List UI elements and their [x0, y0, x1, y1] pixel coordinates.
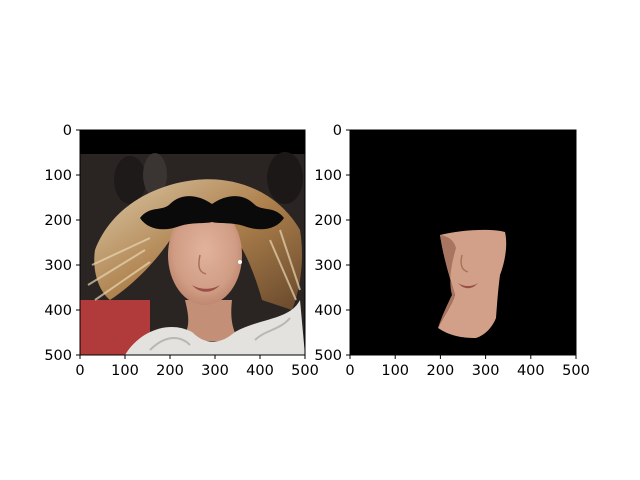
- segmented-nose: [460, 254, 469, 273]
- right-y-tick-label: 100: [314, 168, 342, 184]
- dress: [125, 300, 305, 355]
- left-x-tick-label: 300: [201, 363, 229, 379]
- left-y-tick-label: 200: [44, 213, 72, 229]
- left-x-tick-label: 400: [246, 363, 274, 379]
- right-y-tick-label: 500: [314, 348, 342, 364]
- earring: [238, 260, 242, 264]
- segmented-face: [438, 229, 507, 338]
- left-image: [80, 130, 305, 355]
- right-subplot: 0 100 200 300 400 500 0 100 200 300 400 500: [314, 123, 590, 379]
- right-y-tick-label: 300: [314, 258, 342, 274]
- right-axes-frame: [349, 129, 577, 356]
- segmented-lips: [458, 283, 478, 289]
- right-x-tick-label: 200: [427, 363, 455, 379]
- right-image: [350, 130, 576, 355]
- left-x-tick-label: 0: [75, 363, 84, 379]
- left-axes-frame: [79, 129, 306, 356]
- left-y-tick-label: 500: [44, 348, 72, 364]
- background-figure: [114, 156, 146, 204]
- nose: [198, 254, 207, 275]
- right-x-tick-label: 0: [345, 363, 354, 379]
- mustache: [140, 196, 284, 230]
- right-x-tick-label: 300: [472, 363, 500, 379]
- left-x-tick-label: 200: [156, 363, 184, 379]
- face: [168, 205, 242, 305]
- hair-strands: [87, 229, 301, 301]
- right-y-tick-label: 200: [314, 213, 342, 229]
- right-y-tick-label: 400: [314, 303, 342, 319]
- left-subplot: 0 100 200 300 400 500 0 100 200 300 400 500: [44, 123, 319, 379]
- left-x-axis: 0 100 200 300 400 500: [75, 355, 319, 379]
- right-y-axis: 0 100 200 300 400 500: [314, 123, 350, 364]
- right-x-axis: 0 100 200 300 400 500: [345, 355, 590, 379]
- left-y-tick-label: 0: [63, 123, 72, 139]
- dress-folds: [149, 317, 291, 351]
- segmented-face-shadow: [438, 235, 456, 328]
- background-figure: [143, 153, 167, 197]
- left-y-axis: 0 100 200 300 400 500: [44, 123, 80, 364]
- left-y-tick-label: 400: [44, 303, 72, 319]
- right-x-tick-label: 400: [517, 363, 545, 379]
- right-x-tick-label: 500: [562, 363, 590, 379]
- background-figure: [267, 152, 303, 204]
- lips: [192, 285, 220, 292]
- left-x-tick-label: 100: [111, 363, 139, 379]
- left-y-tick-label: 100: [44, 168, 72, 184]
- left-image-top-band: [80, 130, 305, 154]
- neck: [180, 300, 240, 342]
- right-x-tick-label: 100: [381, 363, 409, 379]
- left-x-tick-label: 500: [291, 363, 319, 379]
- right-y-tick-label: 0: [333, 123, 342, 139]
- left-y-tick-label: 300: [44, 258, 72, 274]
